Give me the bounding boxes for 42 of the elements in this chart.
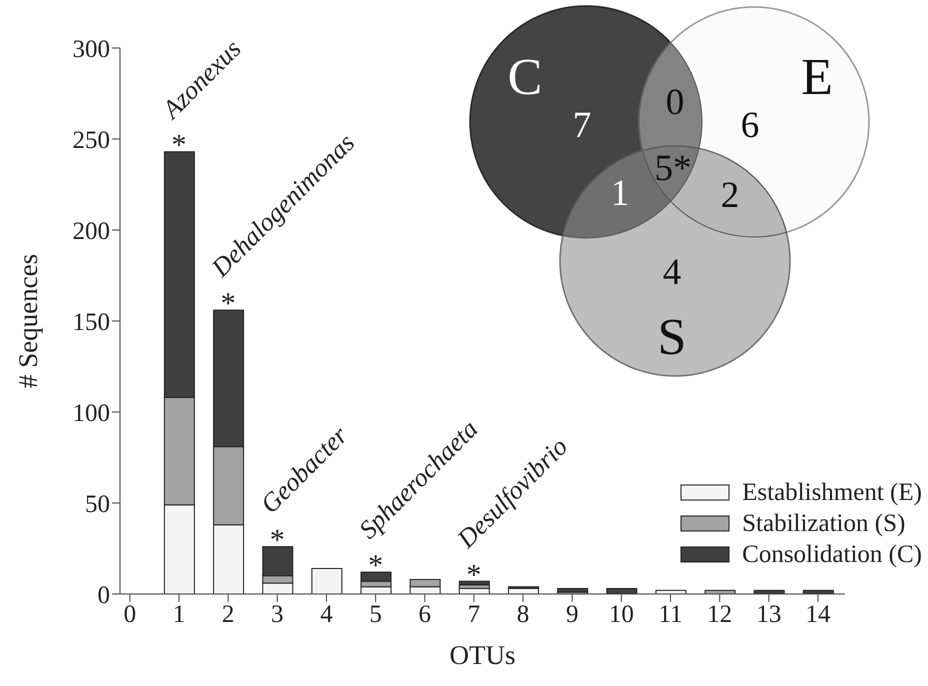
x-tick-label: 14	[805, 600, 831, 628]
legend-label: Stabilization (S)	[742, 509, 906, 539]
x-tick-label: 3	[271, 600, 284, 628]
annotation: 5*	[654, 148, 692, 188]
annotation: *	[220, 287, 236, 320]
x-tick-label: 1	[172, 600, 186, 628]
y-tick-label: 250	[72, 126, 110, 154]
y-axis-title: # Sequences	[13, 254, 43, 388]
annotation: *	[270, 524, 285, 557]
annotation: S	[658, 308, 686, 366]
annotation: *	[466, 558, 482, 592]
annotation: 1	[610, 172, 630, 214]
x-axis-title: OTUs	[450, 640, 516, 670]
legend-label: Establishment (E)	[742, 478, 922, 508]
x-tick-label: 2	[222, 600, 234, 628]
annotation: E	[801, 48, 833, 106]
annotation: 2	[720, 174, 740, 216]
x-tick-label: 10	[608, 600, 634, 628]
annotation: *	[368, 549, 384, 582]
annotation: 4	[662, 252, 682, 292]
annotation: *	[171, 128, 186, 162]
x-tick-label: 7	[468, 600, 480, 628]
x-tick-label: 8	[516, 600, 530, 628]
annotation: C	[508, 48, 542, 106]
x-tick-label: 11	[658, 600, 683, 628]
y-tick-label: 50	[85, 490, 110, 518]
y-tick-label: 200	[72, 218, 110, 245]
y-tick-label: 0	[98, 582, 110, 609]
y-tick-label: 150	[72, 308, 110, 336]
x-tick-label: 6	[418, 600, 431, 628]
x-tick-label: 9	[566, 600, 578, 628]
y-tick-label: 100	[72, 400, 110, 427]
annotation: 6	[740, 104, 760, 146]
x-tick-label: 4	[320, 600, 334, 628]
x-tick-label: 5	[369, 600, 382, 628]
x-tick-label: 13	[756, 600, 782, 628]
x-tick-label: 0	[124, 600, 136, 628]
annotation: 7	[572, 104, 592, 146]
annotation: 0	[666, 82, 684, 122]
legend-label: Consolidation (C)	[742, 540, 922, 570]
x-tick-label: 12	[707, 600, 732, 628]
y-tick-label: 300	[72, 36, 110, 63]
